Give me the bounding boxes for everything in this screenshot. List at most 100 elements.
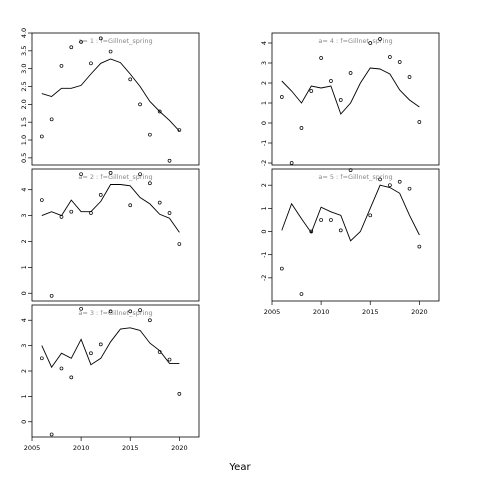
observed-point xyxy=(417,244,422,249)
observed-point xyxy=(98,193,103,197)
observed-point xyxy=(98,36,103,41)
y-tick-label: 3.0 xyxy=(20,64,28,74)
x-tick-label: 2005 xyxy=(264,308,281,316)
y-tick-label: 0.5 xyxy=(20,153,28,163)
observed-point xyxy=(59,215,64,219)
observed-point xyxy=(138,172,142,177)
observed-point xyxy=(309,89,314,93)
observed-point xyxy=(69,375,74,380)
panel-4: a= 4 : f=Gillnet_spring -2 -1 0 1 2 3 4 xyxy=(260,32,440,166)
panel-frame xyxy=(271,168,440,302)
y-tick-label: 2 xyxy=(20,239,28,243)
y-tick-label: -2 xyxy=(260,160,268,166)
y-tick-label: 2 xyxy=(20,369,28,373)
observed-point xyxy=(167,211,172,215)
observed-point xyxy=(89,61,93,66)
y-tick-label: -1 xyxy=(260,140,268,146)
x-axis-label: Year xyxy=(228,462,251,473)
y-tick-label: 4 xyxy=(20,188,28,192)
observed-point xyxy=(407,186,412,191)
observed-point xyxy=(289,161,294,165)
y-tick-label: 1 xyxy=(20,394,28,398)
observed-point xyxy=(338,98,343,102)
y-tick-label: 2 xyxy=(260,81,268,85)
observed-point xyxy=(348,71,353,75)
observed-point xyxy=(138,102,142,107)
x-tick-label: 2005 xyxy=(24,444,41,452)
y-tick-label: 4.0 xyxy=(20,28,28,38)
y-tick-label: 2 xyxy=(260,183,268,187)
observed-point xyxy=(417,120,422,124)
observed-point xyxy=(39,134,44,139)
observed-point xyxy=(388,55,392,59)
observed-point xyxy=(108,309,113,314)
observed-point xyxy=(49,117,54,122)
observed-point xyxy=(148,318,152,323)
panel-frame xyxy=(271,32,440,166)
observed-point xyxy=(98,342,103,347)
observed-point xyxy=(128,309,133,314)
observed-point xyxy=(79,172,83,177)
x-tick-label: 2010 xyxy=(73,444,90,452)
y-tick-label: 0 xyxy=(20,291,28,295)
observed-point xyxy=(309,229,314,234)
fitted-line xyxy=(41,327,180,369)
x-tick-label: 2020 xyxy=(411,308,428,316)
observed-point xyxy=(59,63,64,68)
fitted-line xyxy=(281,184,420,242)
observed-point xyxy=(157,350,162,354)
observed-point xyxy=(348,168,353,173)
panel-frame xyxy=(31,168,200,302)
observed-point xyxy=(69,45,74,50)
observed-point xyxy=(108,171,113,175)
observed-point xyxy=(378,177,382,182)
observed-point xyxy=(407,75,412,79)
y-tick-label: 3 xyxy=(260,61,268,65)
observed-point xyxy=(319,56,323,60)
y-tick-label: 4 xyxy=(260,41,268,45)
observed-point xyxy=(39,356,44,361)
panel-title: a= 4 : f=Gillnet_spring xyxy=(318,37,392,45)
observed-point xyxy=(299,126,304,130)
panel-title: a= 3 : f=Gillnet_spring xyxy=(78,309,152,317)
observed-point xyxy=(329,79,333,83)
observed-point xyxy=(338,228,343,233)
observed-point xyxy=(89,351,93,356)
y-tick-label: 1 xyxy=(260,101,268,105)
observed-point xyxy=(279,95,284,99)
observed-point xyxy=(49,293,54,298)
y-tick-label: 1 xyxy=(260,206,268,210)
fitted-line xyxy=(41,58,180,132)
panel-frame xyxy=(31,32,200,166)
observed-point xyxy=(368,41,373,45)
observed-point xyxy=(177,128,182,132)
y-tick-label: 1.5 xyxy=(20,117,28,127)
observed-point xyxy=(69,209,74,214)
observed-point xyxy=(79,40,83,44)
panel-title: a= 2 : f=Gillnet_spring xyxy=(78,173,152,181)
observed-point xyxy=(108,49,113,54)
y-tick-label: 3 xyxy=(20,214,28,218)
x-tick-label: 2015 xyxy=(362,308,379,316)
observed-point xyxy=(157,109,162,114)
y-tick-label: 1 xyxy=(20,265,28,269)
x-tick-label: 2020 xyxy=(171,444,188,452)
observed-point xyxy=(397,60,402,64)
observed-point xyxy=(89,211,93,215)
observed-point xyxy=(279,266,284,271)
observed-point xyxy=(167,357,172,362)
observed-point xyxy=(157,200,162,205)
panel-5: a= 5 : f=Gillnet_spring -2 -1 0 1 2 2005 2010 20… xyxy=(260,168,440,316)
observed-point xyxy=(39,198,44,202)
x-tick-label: 2015 xyxy=(122,444,139,452)
observed-point xyxy=(299,292,304,296)
x-tick-label: 2010 xyxy=(313,308,330,316)
panel-1: a= 1 : f=Gillnet_spring 0.5 1.0 1.5 2.0 2.5 3.… xyxy=(20,28,200,166)
observed-point xyxy=(148,132,152,137)
observed-point xyxy=(138,308,142,312)
observed-point xyxy=(378,37,382,41)
observed-point xyxy=(148,181,152,186)
y-tick-label: -2 xyxy=(260,275,268,281)
observed-point xyxy=(128,77,133,82)
